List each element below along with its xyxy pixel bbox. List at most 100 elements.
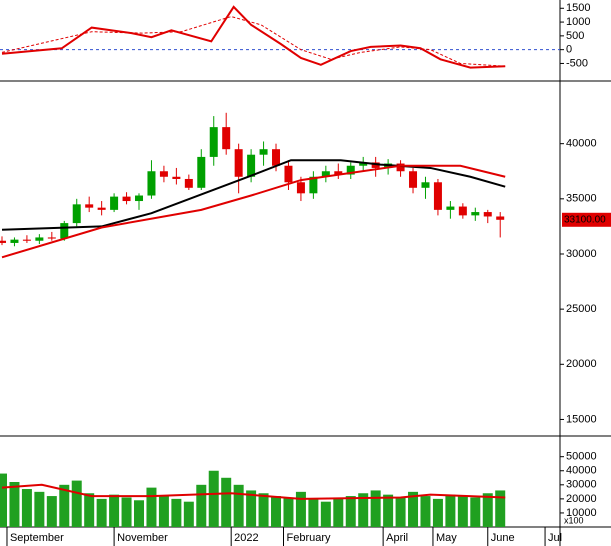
y-tick-label: 40000 [566,138,597,150]
y-tick-label: 50000 [566,451,597,463]
candle-body [159,171,168,177]
candle-body [197,156,206,188]
candle-body [60,223,69,239]
candle-body [209,127,218,157]
volume-bar [121,497,132,527]
candle-body [334,171,343,175]
candle-body [0,240,6,243]
y-tick-label: -500 [566,57,588,69]
candle-body [135,195,144,202]
volume-bar [109,494,120,527]
x-tick-label: May [436,532,457,544]
candle-body [458,206,467,216]
volume-bar [482,493,493,527]
volume-bar [445,494,456,527]
candle-body [496,216,505,220]
candle-body [433,182,442,210]
y-tick-label: 40000 [566,465,597,477]
volume-bar [358,493,369,527]
volume-bar [9,482,20,527]
volume-bar [171,498,182,527]
y-tick-label: 30000 [566,248,597,260]
candle-body [10,239,19,243]
candle-body [396,163,405,172]
price-tag-label: 33100.00 [564,214,606,225]
y-tick-label: 0 [566,44,572,56]
volume-bar [246,490,257,527]
volume-bar [370,490,381,527]
y-tick-label: 1500 [566,2,590,14]
volume-bar [333,498,344,527]
price-tag [562,212,611,227]
x-tick-label: April [386,532,408,544]
candle-body [147,171,156,196]
volume-bar [345,496,356,527]
x-tick-label: November [117,532,168,544]
y-tick-label: 35000 [566,193,597,205]
candle-body [421,182,430,188]
candle-body [359,162,368,166]
volume-bar [46,496,57,527]
volume-bar [158,496,169,527]
candle-body [296,182,305,194]
y-tick-label: 500 [566,30,584,42]
volume-bar [283,497,294,527]
volume-bar [0,473,7,527]
candle-body [172,176,181,179]
y-tick-label: 10000 [566,507,597,519]
candle-body [97,207,106,210]
candle-body [35,237,44,241]
y-tick-label: 25000 [566,303,597,315]
volume-bar [233,484,244,527]
volume-bar [295,491,306,527]
candle-body [234,149,243,177]
candle-body [259,149,268,155]
volume-bar [408,491,419,527]
candle-body [47,237,56,239]
y-tick-label: 20000 [566,358,597,370]
candle-body [409,171,418,188]
series-line [1,483,506,500]
candle-body [110,196,119,210]
volume-bar [146,487,157,527]
volume-bar [457,496,468,527]
candle-body [72,204,81,224]
y-tick-label: 1000 [566,16,590,28]
x-tick-label: September [10,532,64,544]
volume-bar [34,491,45,527]
volume-bar [84,493,95,527]
volume-bar [420,496,431,527]
volume-bar [432,498,443,527]
volume-bar [308,498,319,527]
y-tick-label: 20000 [566,493,597,505]
series-line [1,16,506,67]
candle-body [483,212,492,217]
volume-bar [495,490,506,527]
candle-body [371,162,380,168]
volume-bar [221,477,232,527]
volume-bar [96,498,107,527]
candle-body [321,171,330,177]
candle-body [222,127,231,150]
volume-bar [470,497,481,527]
volume-bar [59,484,70,527]
x-tick-label: Jul [548,532,562,544]
volume-bar [271,496,282,527]
volume-bar [208,470,219,527]
candle-body [247,154,256,177]
series-line [1,159,506,231]
volume-bar [71,480,82,527]
candle-body [122,196,131,202]
x-tick-label: February [286,532,331,544]
series-line [1,5,506,69]
y-tick-label: 15000 [566,413,597,425]
y-tick-label: 30000 [566,479,597,491]
volume-bar [21,489,32,527]
unit-label: x100 [564,515,584,525]
volume-bar [196,484,207,527]
series-line [1,164,506,259]
candle-body [85,204,94,208]
x-tick-label: 2022 [234,532,258,544]
